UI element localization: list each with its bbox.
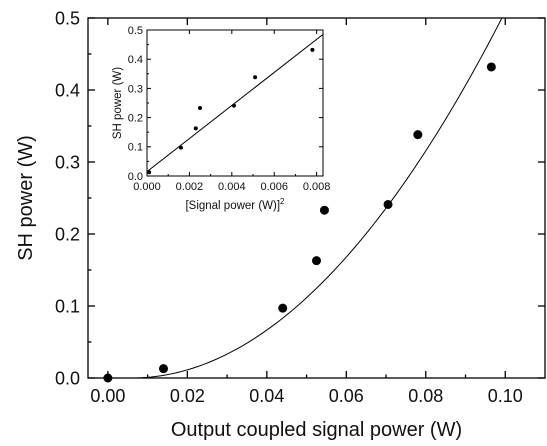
main-x-tick-label: 0.00 xyxy=(90,386,125,406)
inset-x-axis-title-sup: 2 xyxy=(280,197,285,206)
main-x-tick-label: 0.10 xyxy=(488,386,523,406)
inset-x-axis-title-text: [Signal power (W)] xyxy=(185,200,280,212)
main-y-tick-label: 0.5 xyxy=(55,8,80,28)
inset-x-tick-label: 0.004 xyxy=(218,181,246,193)
inset-data-point xyxy=(178,145,183,150)
main-y-tick-label: 0.0 xyxy=(55,368,80,388)
main-y-tick-label: 0.3 xyxy=(55,152,80,172)
inset-data-point xyxy=(253,75,258,80)
main-data-point xyxy=(278,303,288,313)
inset-y-tick-label: 0.1 xyxy=(128,142,143,154)
main-data-point xyxy=(486,62,496,72)
inset-plot: 0.000 0.002 0.004 0.006 0.008 0.0 0.1 0.2 0.3 0.4… xyxy=(112,25,330,212)
main-x-tick-label: 0.06 xyxy=(329,386,364,406)
inset-data-point xyxy=(310,47,315,52)
main-data-point xyxy=(312,256,321,266)
inset-x-tick-label: 0.008 xyxy=(303,181,331,193)
main-data-point xyxy=(319,205,329,215)
main-y-tick-label: 0.2 xyxy=(55,224,80,244)
main-y-tick-label: 0.4 xyxy=(55,80,80,100)
inset-x-tick-label: 0.000 xyxy=(133,181,161,193)
main-data-point xyxy=(383,199,393,209)
main-y-tick-label: 0.1 xyxy=(55,296,80,316)
main-data-point xyxy=(413,130,423,140)
main-x-tick-label: 0.08 xyxy=(408,386,443,406)
inset-data-point xyxy=(231,103,236,108)
inset-x-axis-title: [Signal power (W)]2 xyxy=(185,197,285,212)
main-x-axis-title: Output coupled signal power (W) xyxy=(171,419,462,441)
main-x-tick-label: 0.04 xyxy=(249,386,284,406)
inset-y-tick-label: 0.4 xyxy=(128,54,143,66)
main-x-axis-title-text: Output coupled signal power (W) xyxy=(171,419,462,441)
inset-y-axis-title: SH power (W) xyxy=(112,67,124,139)
main-fit-line xyxy=(131,18,503,378)
inset-x-tick-label: 0.002 xyxy=(176,181,204,193)
inset-data-point xyxy=(198,105,203,110)
inset-y-tick-label: 0.3 xyxy=(128,83,143,95)
inset-y-tick-label: 0.5 xyxy=(128,25,143,37)
inset-y-tick-label: 0.2 xyxy=(128,112,143,124)
inset-data-point xyxy=(193,126,198,131)
inset-x-tick-label: 0.006 xyxy=(260,181,288,193)
main-y-axis-title: SH power (W) xyxy=(15,135,37,261)
main-x-tick-label: 0.02 xyxy=(170,386,205,406)
inset-y-tick-label: 0.0 xyxy=(128,171,143,183)
inset-data-point xyxy=(147,170,152,175)
main-data-point xyxy=(159,364,169,374)
inset-fit-line xyxy=(147,33,323,173)
